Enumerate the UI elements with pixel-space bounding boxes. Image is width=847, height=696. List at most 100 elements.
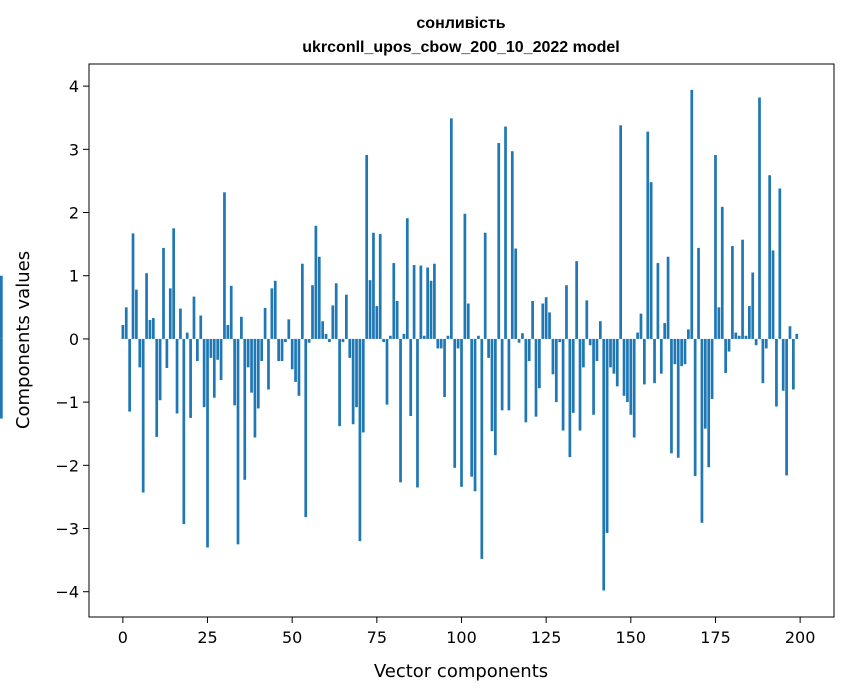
bar-100 — [460, 338, 463, 487]
bar-116 — [514, 248, 518, 339]
bar-4 — [135, 289, 138, 339]
bar-161 — [666, 256, 670, 339]
bar-144 — [609, 338, 612, 368]
bar-78 — [385, 338, 389, 405]
x-tick-label: 50 — [282, 628, 302, 647]
bar-164 — [676, 338, 680, 458]
bar-166 — [683, 338, 687, 365]
bar-73 — [368, 280, 372, 339]
bar-132 — [568, 338, 572, 458]
bar-148 — [622, 338, 626, 396]
bar-70 — [358, 338, 362, 542]
bar-105 — [477, 335, 480, 339]
bar-17 — [179, 308, 182, 339]
bar-175 — [714, 155, 717, 339]
bar-79 — [389, 335, 392, 339]
bar-159 — [659, 338, 663, 374]
bar-75 — [375, 306, 379, 339]
bar-95 — [443, 338, 446, 398]
bar-29 — [219, 338, 223, 380]
bar-165 — [680, 338, 683, 367]
bar-131 — [565, 285, 568, 339]
y-tick-label: −4 — [55, 583, 79, 602]
bar-5 — [138, 338, 142, 368]
chart-title-line2: ukrconll_upos_cbow_200_10_2022 model — [302, 39, 619, 56]
bar-187 — [754, 338, 758, 346]
y-tick-label: −1 — [55, 393, 79, 412]
x-tick-label: 0 — [118, 628, 128, 647]
x-tick-label: 100 — [446, 628, 477, 647]
bar-57 — [314, 225, 318, 339]
bar-109 — [490, 338, 494, 432]
bar-20 — [189, 338, 192, 418]
bar-110 — [494, 338, 497, 456]
bar-11 — [158, 338, 162, 401]
bar-138 — [588, 338, 592, 346]
x-tick-label: 200 — [785, 628, 816, 647]
bar-97 — [449, 118, 453, 339]
bar-170 — [697, 247, 700, 339]
bar-197 — [788, 326, 792, 339]
bar-196 — [785, 338, 788, 476]
bar-167 — [687, 329, 690, 339]
bar-162 — [670, 338, 673, 454]
bar-115 — [510, 151, 514, 339]
bar-124 — [541, 303, 545, 339]
x-tick-label: 75 — [367, 628, 387, 647]
bar-87 — [416, 338, 419, 488]
bar-38 — [250, 338, 253, 393]
bar-93 — [436, 338, 440, 349]
x-axis-ticks: 0 25 50 75 100 125 150 175 200 — [118, 617, 816, 647]
bar-33 — [233, 338, 236, 406]
bar-143 — [605, 338, 609, 533]
bar-184 — [744, 335, 748, 339]
bar-163 — [673, 338, 677, 365]
bar-63 — [334, 283, 338, 339]
bar-154 — [643, 338, 646, 385]
bar-142 — [602, 338, 606, 591]
bar-3 — [131, 233, 135, 339]
bar-67 — [348, 338, 352, 358]
bar-80 — [392, 263, 396, 339]
bar-37 — [246, 338, 250, 368]
bar-190 — [764, 338, 768, 349]
bar-74 — [372, 232, 375, 339]
bar-172 — [703, 338, 707, 429]
bar-25 — [206, 338, 209, 548]
bar-139 — [592, 338, 595, 415]
bar-0 — [121, 325, 125, 339]
bar-178 — [724, 338, 727, 374]
bar-45 — [273, 280, 277, 339]
bar-54 — [304, 338, 308, 518]
bar-23 — [199, 315, 203, 339]
bar-46 — [277, 338, 280, 362]
bar-111 — [497, 143, 501, 339]
bar-121 — [531, 301, 534, 339]
bar-129 — [558, 338, 562, 343]
bar-149 — [626, 338, 629, 403]
bar-94 — [439, 338, 443, 349]
bar-135 — [578, 338, 582, 431]
bar-183 — [741, 239, 744, 339]
bar-141 — [598, 321, 602, 339]
bar-15 — [172, 228, 176, 339]
bar-40 — [256, 338, 260, 409]
bar-47 — [280, 338, 284, 362]
bar-114 — [507, 338, 511, 411]
x-tick-label: 150 — [616, 628, 647, 647]
bar-120 — [527, 338, 531, 362]
bar-130 — [561, 338, 565, 431]
bar-169 — [693, 338, 697, 477]
bar-156 — [649, 182, 653, 339]
bar-8 — [148, 319, 152, 339]
y-tick-label: 1 — [69, 267, 79, 286]
x-tick-label: 175 — [700, 628, 731, 647]
y-tick-label: −3 — [55, 520, 79, 539]
bar-127 — [551, 338, 555, 375]
bar-72 — [365, 155, 369, 339]
bar-101 — [463, 213, 467, 339]
bar-66 — [345, 294, 348, 339]
bar-44 — [270, 288, 274, 339]
bar-157 — [653, 338, 656, 384]
bar-112 — [500, 338, 504, 411]
